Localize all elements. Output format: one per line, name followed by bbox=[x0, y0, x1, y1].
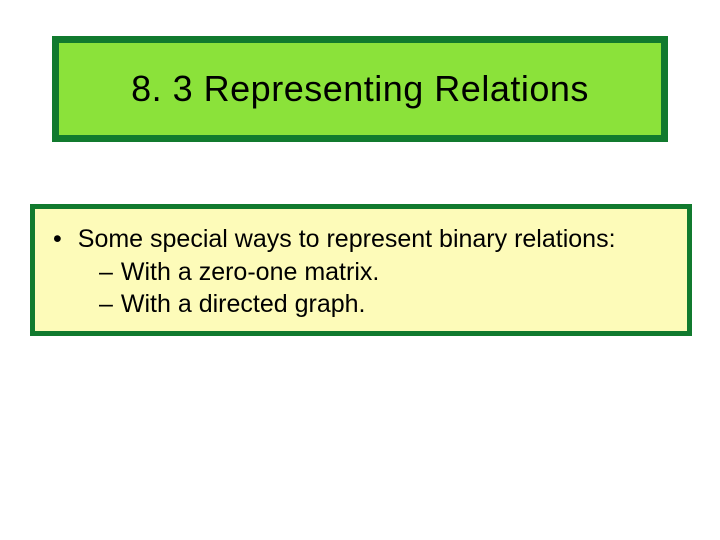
sub-item-2: – With a directed graph. bbox=[99, 288, 677, 321]
sub-item-1: – With a zero-one matrix. bbox=[99, 256, 677, 289]
dash-icon: – bbox=[99, 256, 113, 289]
sub-text-1: With a zero-one matrix. bbox=[121, 256, 379, 289]
sub-text-2: With a directed graph. bbox=[121, 288, 366, 321]
bullet-icon: • bbox=[53, 223, 62, 256]
dash-icon: – bbox=[99, 288, 113, 321]
content-box: • Some special ways to represent binary … bbox=[30, 204, 692, 336]
slide-title: 8. 3 Representing Relations bbox=[131, 68, 589, 110]
bullet-text: Some special ways to represent binary re… bbox=[78, 223, 616, 256]
bullet-item: • Some special ways to represent binary … bbox=[45, 223, 677, 256]
title-box: 8. 3 Representing Relations bbox=[52, 36, 668, 142]
